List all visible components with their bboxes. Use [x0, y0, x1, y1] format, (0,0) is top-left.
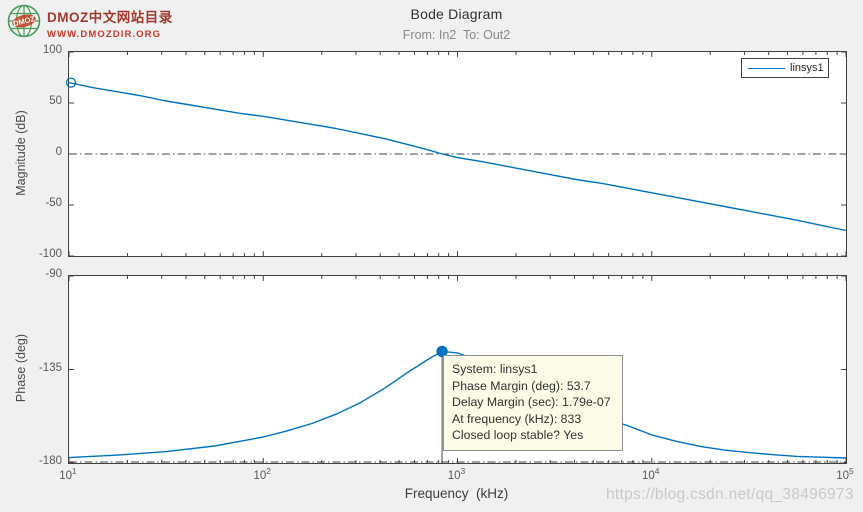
dmoz-logo-url: WWW.DMOZDIR.ORG	[47, 29, 162, 40]
legend-label: linsys1	[790, 62, 824, 74]
x-tick-label-10e2: 102	[253, 466, 272, 482]
dmoz-logo-title: DMOZ中文网站目录	[47, 10, 173, 25]
datatip-stability: Closed loop stable? Yes	[452, 428, 584, 443]
magnitude-ytick-label: 0	[55, 146, 62, 158]
magnitude-curve-linsys1[interactable]	[68, 81, 847, 232]
csdn-watermark: https://blog.csdn.net/qq_38496973	[606, 486, 854, 503]
phase-ytick-label: -180	[38, 455, 62, 467]
magnitude-ytick-label: -100	[38, 248, 62, 260]
magnitude-plot-svg[interactable]	[65, 51, 847, 257]
dmoz-logo-text: DMOZ中文网站目录 WWW.DMOZDIR.ORG	[47, 2, 173, 40]
datatip-phase-margin: Phase Margin (deg): 53.7	[452, 378, 591, 393]
magnitude-ytick-label: 100	[42, 44, 62, 56]
phase-ytick-label: -90	[45, 268, 62, 280]
plot-subtitle: From: In2 To: Out2	[402, 28, 511, 42]
datatip-system: System: linsys1	[452, 362, 538, 376]
magnitude-ytick-label: -50	[45, 197, 62, 209]
legend-line-sample	[748, 67, 785, 69]
plot-title: Bode Diagram	[410, 6, 503, 22]
magnitude-axes[interactable]	[65, 51, 847, 257]
x-tick-label-10e4: 104	[641, 466, 660, 482]
phase-margin-marker[interactable]	[436, 345, 448, 358]
magnitude-ticks	[68, 51, 847, 257]
datatip-tooltip[interactable]: System: linsys1 Phase Margin (deg): 53.7…	[443, 355, 623, 451]
x-tick-label-10e5: 105	[836, 466, 854, 482]
dmoz-globe-icon: DMOZ	[7, 4, 41, 38]
frequency-axis-label: Frequency (kHz)	[404, 486, 509, 501]
start-point-marker[interactable]	[65, 77, 77, 88]
x-tick-label-10e1: 101	[59, 466, 77, 482]
datatip-frequency: At frequency (kHz): 833	[452, 411, 582, 426]
phase-ytick-label: -135	[38, 361, 62, 374]
datatip-delay-margin: Delay Margin (sec): 1.79e-07	[452, 395, 611, 410]
legend[interactable]: linsys1	[741, 58, 829, 78]
x-tick-label-10e3: 103	[447, 466, 466, 482]
magnitude-ytick-label: 50	[49, 95, 62, 107]
dmoz-logo: DMOZ DMOZ中文网站目录 WWW.DMOZDIR.ORG	[6, 2, 173, 40]
